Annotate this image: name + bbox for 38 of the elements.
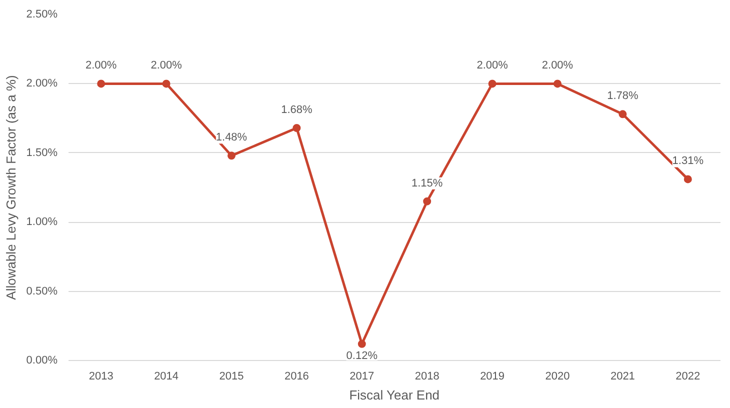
data-label: 1.31% xyxy=(672,155,704,168)
point xyxy=(228,152,236,160)
point xyxy=(554,80,562,88)
y-axis-title: Allowable Levy Growth Factor (as a %) xyxy=(3,75,18,300)
point xyxy=(292,124,301,132)
y-tick-label: 1.50% xyxy=(26,146,58,159)
data-label: 1.15% xyxy=(412,177,443,190)
x-tick-label: 2014 xyxy=(154,370,179,382)
point xyxy=(162,80,170,88)
data-label: 2.00% xyxy=(150,60,182,72)
data-label: 0.12% xyxy=(346,350,378,362)
point xyxy=(618,110,627,118)
x-axis-title: Fiscal Year End xyxy=(349,388,440,402)
x-tick-label: 2019 xyxy=(480,370,505,382)
y-tick-label: 2.50% xyxy=(26,8,58,20)
point xyxy=(488,80,496,88)
point xyxy=(358,340,366,348)
point xyxy=(684,175,692,184)
point xyxy=(423,197,432,206)
x-tick-label: 2022 xyxy=(676,370,700,382)
point xyxy=(97,80,106,88)
data-label: 2.00% xyxy=(86,60,117,72)
y-tick-label: 0.00% xyxy=(26,354,58,366)
x-tick-label: 2013 xyxy=(88,370,114,382)
data-label: 1.48% xyxy=(216,132,248,144)
data-label: 1.68% xyxy=(281,104,313,116)
x-tick-label: 2017 xyxy=(350,370,374,382)
data-label: 2.00% xyxy=(542,60,574,72)
data-label: 2.00% xyxy=(476,60,508,72)
y-tick-label: 0.50% xyxy=(26,285,58,298)
data-label: 1.78% xyxy=(607,90,639,102)
x-tick-label: 2021 xyxy=(610,370,635,382)
y-tick-label: 1.00% xyxy=(26,216,58,228)
x-tick-label: 2020 xyxy=(545,370,570,382)
x-tick-label: 2016 xyxy=(284,370,309,382)
y-tick-label: 2.00% xyxy=(26,78,58,90)
x-tick-label: 2015 xyxy=(219,370,244,382)
x-tick-label: 2018 xyxy=(414,370,440,382)
